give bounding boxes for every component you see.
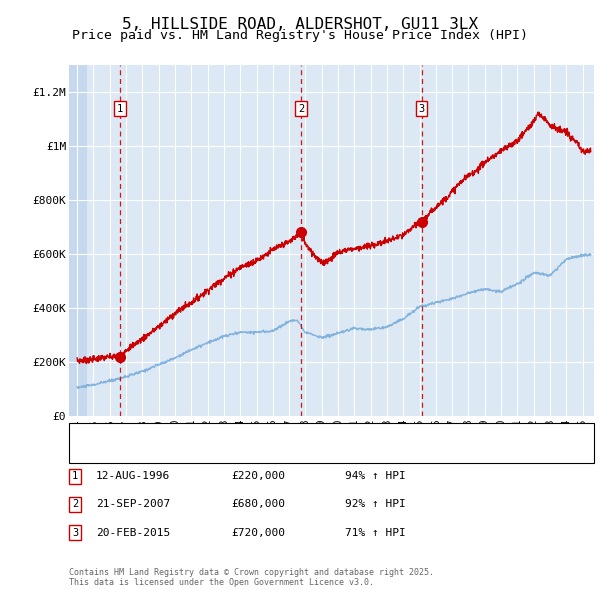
Text: 1: 1: [72, 471, 78, 481]
Text: 1: 1: [116, 104, 123, 114]
Text: 71% ↑ HPI: 71% ↑ HPI: [345, 528, 406, 537]
Text: £220,000: £220,000: [231, 471, 285, 481]
Text: 3: 3: [419, 104, 425, 114]
FancyBboxPatch shape: [69, 423, 594, 463]
Text: HPI: Average price, detached house, Rushmoor: HPI: Average price, detached house, Rush…: [113, 448, 389, 458]
Text: £680,000: £680,000: [231, 500, 285, 509]
Text: Price paid vs. HM Land Registry's House Price Index (HPI): Price paid vs. HM Land Registry's House …: [72, 30, 528, 42]
Text: Contains HM Land Registry data © Crown copyright and database right 2025.
This d: Contains HM Land Registry data © Crown c…: [69, 568, 434, 587]
Text: 94% ↑ HPI: 94% ↑ HPI: [345, 471, 406, 481]
Text: 21-SEP-2007: 21-SEP-2007: [96, 500, 170, 509]
Text: 3: 3: [72, 528, 78, 537]
Bar: [69, 65, 86, 416]
Text: 12-AUG-1996: 12-AUG-1996: [96, 471, 170, 481]
Text: 2: 2: [298, 104, 304, 114]
Text: 2: 2: [72, 500, 78, 509]
Text: 20-FEB-2015: 20-FEB-2015: [96, 528, 170, 537]
Text: £720,000: £720,000: [231, 528, 285, 537]
Text: 5, HILLSIDE ROAD, ALDERSHOT, GU11 3LX: 5, HILLSIDE ROAD, ALDERSHOT, GU11 3LX: [122, 17, 478, 31]
Text: 92% ↑ HPI: 92% ↑ HPI: [345, 500, 406, 509]
Text: 5, HILLSIDE ROAD, ALDERSHOT, GU11 3LX (detached house): 5, HILLSIDE ROAD, ALDERSHOT, GU11 3LX (d…: [113, 430, 451, 440]
